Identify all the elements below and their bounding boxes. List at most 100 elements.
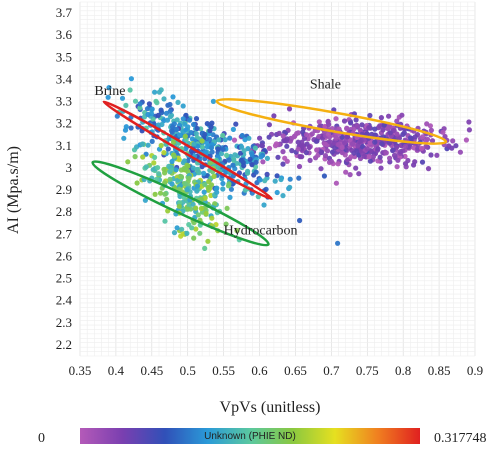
data-point — [343, 169, 349, 175]
y-tick-label: 3.2 — [56, 116, 72, 131]
data-point — [220, 146, 226, 152]
data-point — [453, 143, 459, 149]
data-point — [333, 134, 339, 140]
data-point — [423, 144, 429, 150]
data-point — [394, 164, 400, 170]
data-point — [274, 189, 280, 196]
data-point — [224, 205, 230, 211]
data-point — [170, 124, 176, 130]
data-point — [139, 141, 146, 147]
data-point — [144, 106, 151, 112]
data-point — [347, 172, 353, 178]
data-point — [387, 155, 393, 161]
data-point — [369, 131, 375, 137]
data-point — [123, 102, 129, 108]
data-point — [383, 150, 389, 156]
data-point — [182, 181, 188, 187]
data-point — [394, 118, 400, 124]
data-point — [199, 138, 205, 144]
data-point — [434, 152, 440, 158]
data-point — [357, 127, 363, 133]
data-point — [153, 98, 159, 104]
x-tick-label: 0.6 — [251, 363, 268, 378]
data-point — [457, 149, 463, 155]
data-point — [132, 154, 138, 160]
data-point — [361, 153, 367, 159]
region-label-hydrocarbon: Hydrocarbon — [224, 223, 298, 238]
data-point — [314, 147, 320, 153]
data-point — [125, 159, 131, 165]
data-point — [225, 183, 232, 189]
data-point — [309, 131, 315, 137]
data-point — [419, 159, 426, 165]
data-point — [162, 218, 168, 224]
data-point — [168, 112, 175, 118]
data-point — [348, 120, 354, 126]
data-point — [395, 157, 401, 163]
data-point — [272, 178, 278, 184]
data-point — [411, 162, 417, 168]
data-point — [466, 127, 472, 133]
data-point — [262, 178, 268, 184]
x-axis-title: VpVs (unitless) — [220, 399, 321, 416]
data-point — [325, 131, 331, 137]
x-tick-label: 0.7 — [323, 363, 340, 378]
data-point — [386, 113, 392, 119]
data-point — [253, 169, 259, 175]
data-point — [287, 184, 293, 190]
data-point — [339, 144, 345, 151]
data-point — [202, 245, 208, 251]
data-point — [386, 140, 392, 146]
data-point — [257, 177, 263, 183]
data-point — [209, 149, 215, 155]
y-tick-label: 2.8 — [56, 204, 72, 219]
data-point — [303, 150, 309, 156]
data-point — [149, 138, 155, 144]
data-point — [372, 126, 378, 132]
data-point — [348, 154, 354, 160]
data-point — [397, 149, 404, 155]
data-point — [209, 215, 215, 221]
data-point — [228, 186, 234, 192]
data-point — [341, 118, 348, 124]
colorbar-center-label: Unknown (PHIE ND) — [204, 431, 296, 442]
data-point — [257, 135, 263, 141]
data-point — [191, 121, 197, 128]
data-point — [449, 145, 455, 151]
data-point — [387, 130, 393, 136]
data-point — [128, 76, 134, 82]
data-point — [226, 157, 232, 163]
data-point — [171, 230, 178, 236]
data-point — [197, 230, 203, 236]
data-point — [167, 108, 173, 114]
data-point — [264, 171, 270, 177]
colorbar — [80, 428, 420, 444]
data-point — [291, 134, 297, 140]
data-point — [207, 160, 213, 166]
data-point — [357, 139, 363, 145]
data-point — [425, 166, 432, 172]
data-point — [202, 181, 208, 188]
data-point — [152, 154, 158, 160]
data-point — [336, 126, 342, 132]
data-point — [176, 203, 182, 209]
data-point — [307, 157, 313, 163]
data-point — [174, 225, 180, 231]
data-point — [344, 134, 351, 140]
data-point — [463, 137, 469, 143]
data-point — [402, 153, 408, 159]
data-point — [183, 146, 189, 152]
data-point — [316, 119, 322, 125]
data-point — [158, 142, 164, 149]
y-tick-label: 3.4 — [56, 71, 73, 86]
data-point — [321, 173, 327, 179]
data-point — [379, 141, 385, 147]
data-point — [182, 133, 188, 139]
data-point — [287, 176, 293, 182]
data-point — [105, 94, 111, 100]
data-point — [245, 168, 251, 174]
data-point — [201, 189, 207, 195]
data-point — [274, 173, 280, 179]
data-point — [329, 149, 336, 155]
data-point — [318, 166, 324, 172]
